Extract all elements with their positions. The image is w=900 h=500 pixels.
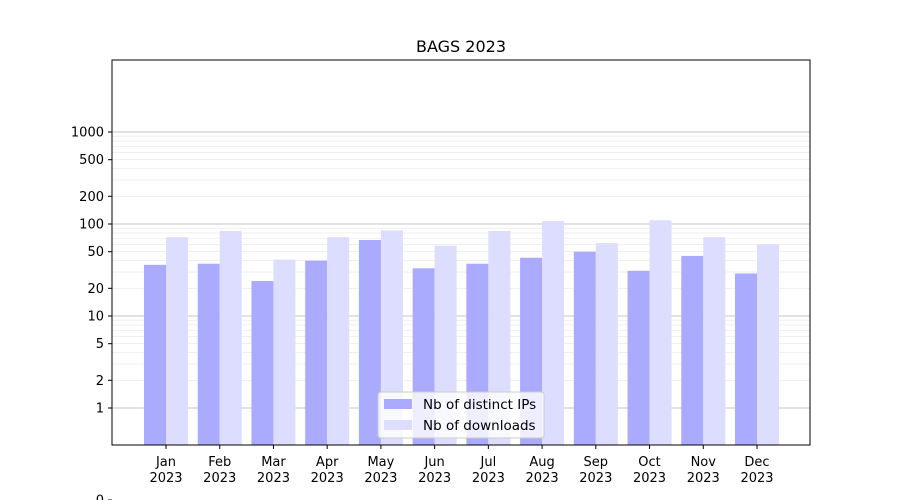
legend: Nb of distinct IPs Nb of downloads <box>377 391 545 439</box>
bar-downloads <box>327 237 350 445</box>
x-tick-label: Aug 2023 <box>526 455 559 486</box>
y-tick-label: 1000 <box>71 126 104 141</box>
x-tick-label: Jan 2023 <box>149 455 182 486</box>
y-tick-label: 10 <box>87 310 104 325</box>
bars <box>144 220 779 445</box>
x-tick-label: Feb 2023 <box>203 455 236 486</box>
plot-area-frame <box>111 59 811 446</box>
legend-label: Nb of downloads <box>423 418 536 434</box>
bar-downloads <box>380 230 403 445</box>
y-tick-label: 200 <box>79 190 104 205</box>
bar-downloads <box>757 244 779 445</box>
bar-downloads <box>703 237 726 445</box>
legend-label: Nb of distinct IPs <box>423 397 536 413</box>
x-tick-label: Dec 2023 <box>740 455 773 486</box>
y-tick-label: 2 <box>96 374 104 389</box>
bar-distinct-ips <box>251 281 274 445</box>
bar-distinct-ips <box>573 251 596 445</box>
y-tick-label: 50 <box>87 245 104 260</box>
bar-downloads <box>542 220 565 445</box>
x-axis: Jan 2023 Feb 2023 Mar 2023 Apr 2023 May 2023 Jun 20… <box>149 445 774 486</box>
x-tick-label: Mar 2023 <box>257 455 290 486</box>
bar-downloads <box>595 243 618 445</box>
x-tick-label: May 2023 <box>364 455 397 486</box>
y-tick-label: 5 <box>96 337 104 352</box>
bar-distinct-ips <box>681 255 704 445</box>
bar-downloads <box>488 230 511 445</box>
x-tick-label: Jun 2023 <box>418 455 451 486</box>
y-tick-label: 100 <box>79 218 104 233</box>
bar-distinct-ips <box>305 260 328 445</box>
bar-downloads <box>273 259 296 445</box>
y-axis: 0 1 2 5 10 20 50 100 200 500 1000 <box>71 126 112 500</box>
bar-downloads <box>649 220 672 445</box>
bar-distinct-ips <box>197 263 220 445</box>
bar-distinct-ips <box>735 273 757 445</box>
bar-distinct-ips <box>358 240 381 445</box>
x-tick-label: Nov 2023 <box>687 455 720 486</box>
x-tick-label: Oct 2023 <box>633 455 666 486</box>
bar-downloads <box>166 237 188 445</box>
bar-downloads <box>219 230 242 445</box>
x-tick-label: Apr 2023 <box>311 455 344 486</box>
legend-box <box>377 391 545 439</box>
bar-distinct-ips <box>144 264 166 445</box>
y-tick-label: 1 <box>96 402 104 417</box>
legend-swatch <box>384 399 412 409</box>
y-tick-label: 500 <box>79 153 104 168</box>
y-tick-label: 0 <box>96 494 104 500</box>
x-tick-label: Sep 2023 <box>579 455 612 486</box>
legend-swatch <box>384 420 412 430</box>
y-tick-label: 20 <box>87 282 104 297</box>
x-tick-label: Jul 2023 <box>472 455 505 486</box>
bar-distinct-ips <box>627 270 650 445</box>
chart-title: BAGS 2023 <box>416 37 506 56</box>
